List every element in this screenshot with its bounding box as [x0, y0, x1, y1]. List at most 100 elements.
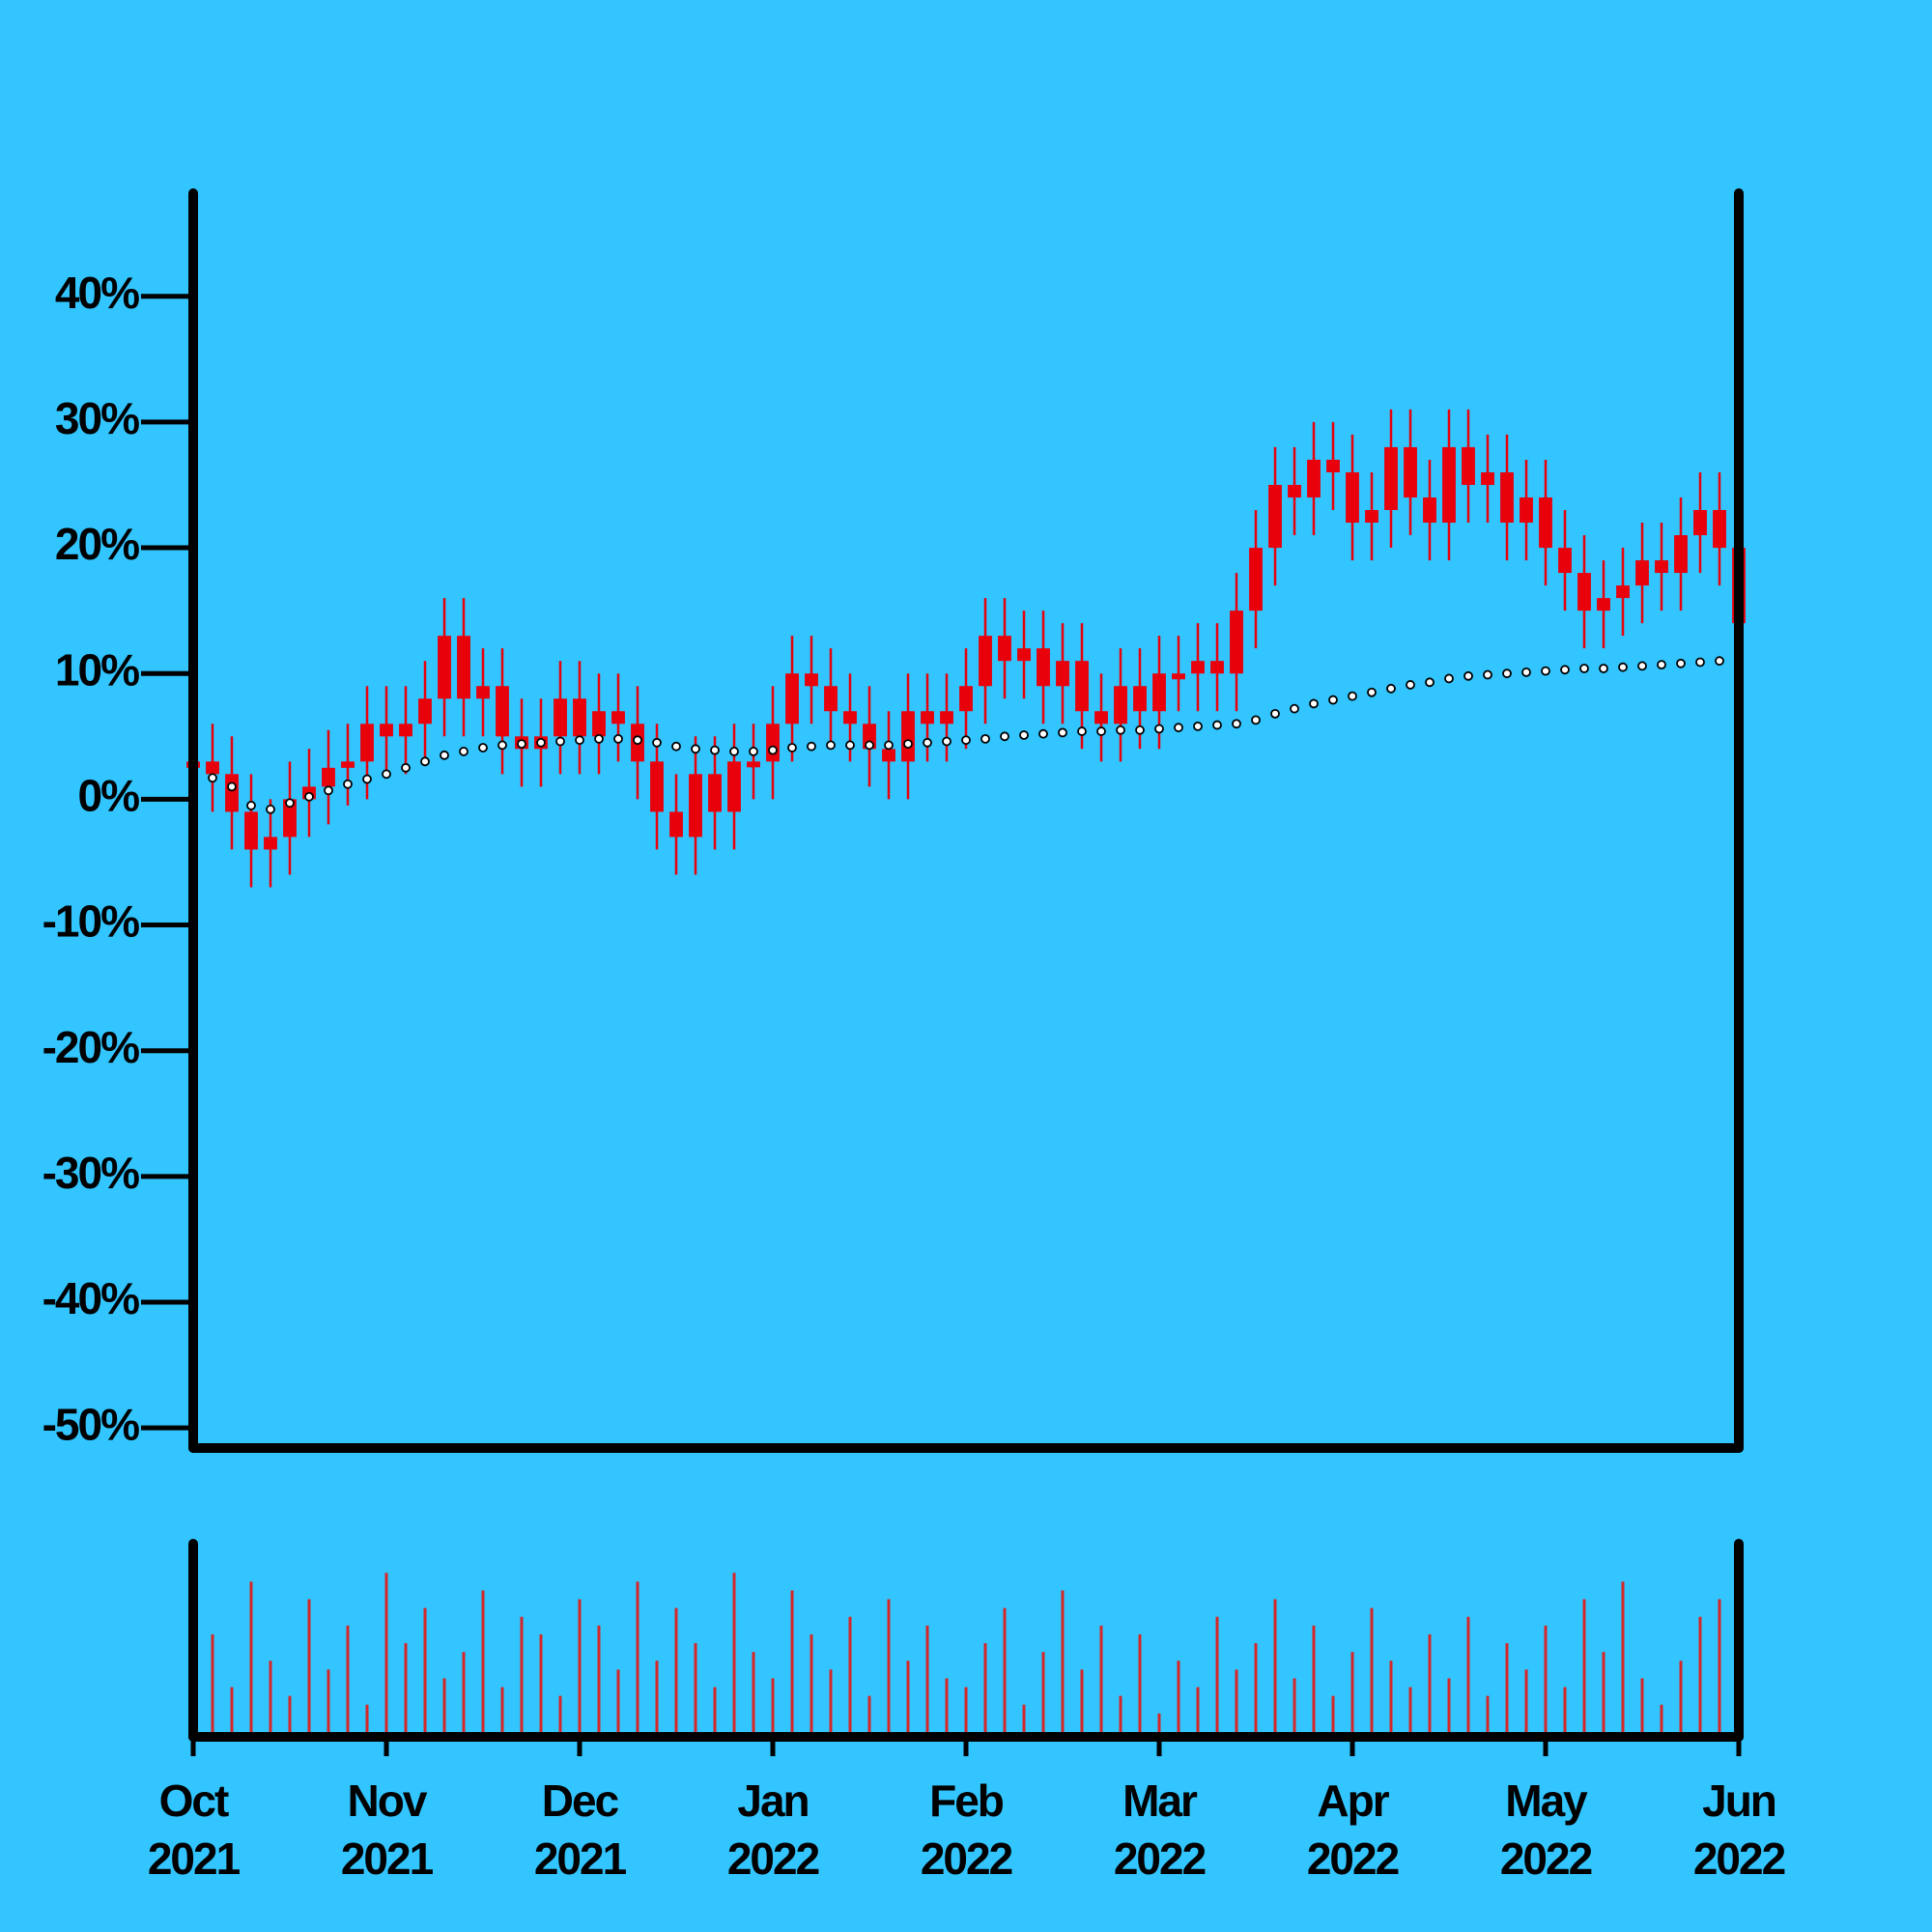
x-tick-label-line: Dec [542, 1776, 619, 1826]
volume-bar [752, 1652, 755, 1734]
volume-bar [1698, 1616, 1702, 1734]
moving-average-point [285, 798, 295, 809]
candle-body [669, 811, 683, 838]
candle-body [1075, 661, 1089, 712]
candle-body [341, 761, 355, 768]
volume-bar [1447, 1678, 1451, 1734]
candle-body [225, 774, 239, 812]
candle-body [1210, 661, 1224, 674]
moving-average-point [1000, 731, 1009, 742]
x-tick-label-line: 2022 [921, 1833, 1012, 1884]
moving-average-point [923, 737, 932, 748]
volume-bar [1428, 1634, 1432, 1734]
volume-bar [1080, 1669, 1084, 1734]
moving-average-point [845, 740, 855, 751]
moving-average-point [1483, 669, 1492, 680]
candle-body [1346, 471, 1359, 524]
volume-bar [1061, 1590, 1065, 1734]
moving-average-point [1521, 668, 1531, 677]
volume-bar [1254, 1643, 1258, 1734]
candle-body [882, 749, 895, 762]
moving-average-point [1599, 664, 1608, 673]
candle-body [611, 711, 625, 724]
volume-bar [655, 1661, 659, 1734]
x-tick-label: Jun 2022 [1693, 1776, 1785, 1884]
volume-bar [1660, 1704, 1663, 1734]
candle-body [824, 686, 838, 712]
y-tick-label: 0% [78, 771, 140, 821]
volume-bar [790, 1590, 794, 1734]
volume-bar [1563, 1687, 1567, 1734]
moving-average-point [1348, 691, 1357, 701]
moving-average-point [942, 736, 952, 747]
moving-average-point [1676, 658, 1686, 668]
y-tick-label: -50% [43, 1399, 139, 1449]
moving-average-point [1290, 703, 1299, 714]
volume-bar [1235, 1669, 1238, 1734]
volume-bar [1679, 1661, 1683, 1734]
volume-bar [1466, 1616, 1470, 1734]
moving-average-point [517, 739, 526, 750]
moving-average-point [1425, 677, 1435, 688]
volume-bar [1177, 1661, 1180, 1734]
candle-body [1037, 648, 1050, 687]
volume-bar [674, 1607, 678, 1734]
y-tick-label: 40% [55, 268, 139, 318]
moving-average-point [671, 741, 681, 752]
volume-bar [211, 1634, 214, 1734]
candle-body [1500, 471, 1514, 524]
candle-body [438, 636, 451, 699]
candle-body [283, 799, 297, 838]
volume-bar [288, 1695, 292, 1734]
moving-average-point [324, 785, 333, 796]
candle-body [476, 686, 490, 699]
volume-bar [1621, 1581, 1625, 1734]
candle-body [1114, 686, 1127, 724]
x-tick-label: May 2022 [1500, 1776, 1592, 1884]
moving-average-point [980, 733, 990, 744]
moving-average-point [1077, 726, 1087, 736]
candle-body [998, 636, 1011, 662]
y-tick-label: 10% [55, 644, 139, 695]
volume-bar [307, 1599, 311, 1734]
volume-bar [578, 1599, 582, 1734]
candle-body [1693, 510, 1707, 536]
candle-body [1288, 484, 1301, 497]
moving-average-point [1715, 656, 1724, 667]
candle-body [1616, 585, 1630, 599]
volume-bar [462, 1652, 466, 1734]
moving-average-point [710, 745, 720, 755]
candle-body [1539, 497, 1552, 549]
candle-body [1268, 484, 1282, 549]
moving-average-point [594, 733, 604, 744]
volume-bar [558, 1695, 562, 1734]
y-tick-label: -30% [43, 1148, 139, 1198]
candle-body [573, 698, 586, 737]
moving-average-point [1541, 666, 1550, 676]
volume-bar [694, 1643, 697, 1734]
volume-bar [1582, 1599, 1586, 1734]
moving-average-point [1367, 687, 1377, 697]
candle-body [1017, 648, 1031, 662]
moving-average-point [227, 781, 237, 792]
candle-body [1307, 459, 1321, 497]
volume-bar [1196, 1687, 1200, 1734]
moving-average-point [652, 737, 662, 748]
moving-average-point [478, 743, 488, 753]
volume-bar [1408, 1687, 1412, 1734]
candle-body [1655, 560, 1668, 574]
candle-body [843, 711, 857, 724]
moving-average-point [1328, 695, 1338, 705]
candle-body [496, 686, 509, 737]
moving-average-point [1309, 698, 1319, 709]
x-tick-label: Mar 2022 [1114, 1776, 1206, 1884]
candle-body [689, 774, 702, 838]
moving-average-point [1270, 708, 1280, 719]
candle-body [1481, 471, 1494, 485]
candle-body [1577, 573, 1591, 611]
volume-bar [732, 1573, 736, 1734]
candle-body [1133, 686, 1147, 712]
x-tick-label-line: Oct [159, 1776, 229, 1826]
volume-bar [384, 1573, 388, 1734]
